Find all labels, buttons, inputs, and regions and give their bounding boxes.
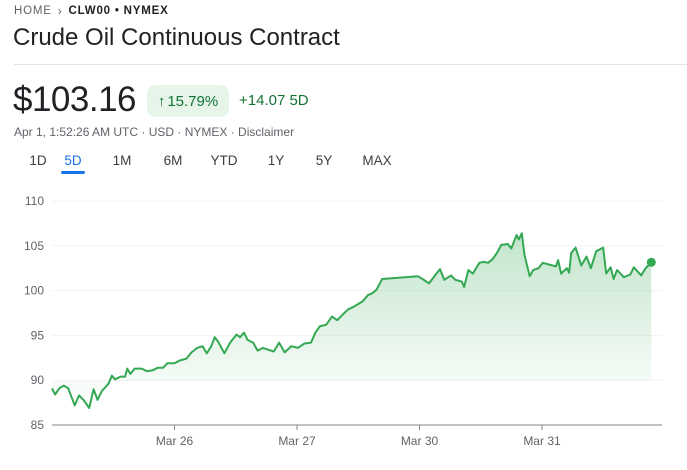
current-price: $103.16 xyxy=(13,80,137,119)
y-tick-label: 90 xyxy=(31,373,45,387)
price-chart[interactable]: 110 105 100 95 90 85 Mar 26 Mar 27 Mar 30 Mar 31 xyxy=(0,180,687,470)
breadcrumb: HOME › CLW00 • NYMEX xyxy=(14,4,169,18)
change-period: 5D xyxy=(289,92,309,109)
x-tick-label: Mar 27 xyxy=(278,434,316,448)
tab-5y[interactable]: 5Y xyxy=(315,153,333,168)
tab-1d[interactable]: 1D xyxy=(29,153,47,168)
x-tick-label: Mar 31 xyxy=(523,434,561,448)
quote-meta: Apr 1, 1:52:26 AM UTC · USD · NYMEX · Di… xyxy=(14,125,295,139)
y-tick-label: 110 xyxy=(25,194,44,208)
change-percent-badge: ↑ 15.79% xyxy=(147,85,229,117)
change-absolute: +14.07 5D xyxy=(239,92,309,109)
tab-1m[interactable]: 1M xyxy=(112,153,132,168)
tab-1y[interactable]: 1Y xyxy=(267,153,285,168)
x-tick-label: Mar 30 xyxy=(401,434,439,448)
divider xyxy=(14,64,687,65)
breadcrumb-home-link[interactable]: HOME xyxy=(14,5,52,17)
y-tick-label: 85 xyxy=(31,418,45,432)
breadcrumb-symbol: CLW00 • NYMEX xyxy=(68,5,169,17)
x-axis: Mar 26 Mar 27 Mar 30 Mar 31 xyxy=(52,424,662,448)
last-price-dot xyxy=(646,257,656,267)
page-title: Crude Oil Continuous Contract xyxy=(13,24,340,51)
tab-5d[interactable]: 5D xyxy=(61,153,85,174)
change-percent: 15.79% xyxy=(167,92,219,110)
y-tick-label: 105 xyxy=(24,239,44,253)
tab-ytd[interactable]: YTD xyxy=(210,153,238,168)
chevron-right-icon: › xyxy=(57,4,63,18)
range-tabs: 1D 5D 1M 6M YTD 1Y 5Y MAX xyxy=(14,153,395,174)
x-tick-label: Mar 26 xyxy=(156,434,194,448)
change-value: +14.07 xyxy=(239,92,286,109)
y-axis: 110 105 100 95 90 85 xyxy=(24,194,44,432)
price-line xyxy=(51,232,653,409)
price-area-fill xyxy=(52,233,652,408)
tab-max[interactable]: MAX xyxy=(362,153,392,168)
y-tick-label: 100 xyxy=(24,284,44,298)
y-tick-label: 95 xyxy=(31,328,45,342)
tab-6m[interactable]: 6M xyxy=(163,153,183,168)
arrow-up-icon: ↑ xyxy=(157,92,166,110)
